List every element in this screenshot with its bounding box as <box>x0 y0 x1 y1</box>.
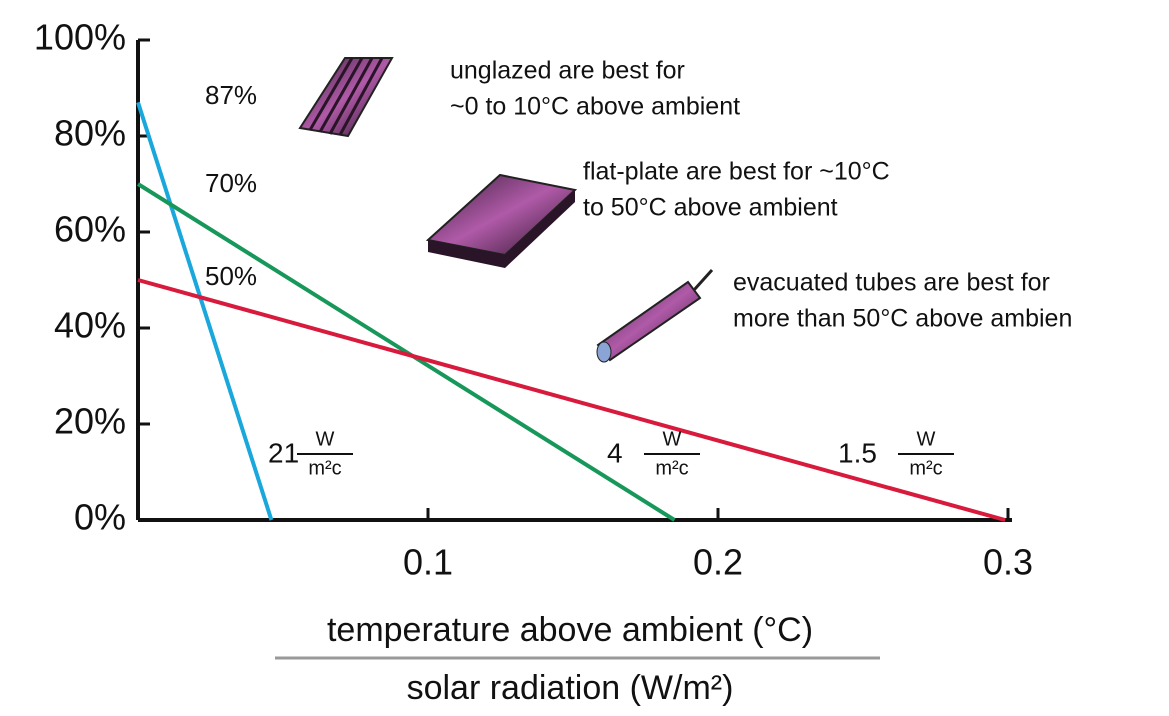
chart: temperature above ambient (°C) solar rad… <box>0 0 1169 716</box>
unglazed-icon <box>300 58 392 136</box>
y-tick-label: 40% <box>54 305 126 346</box>
note: evacuated tubes are best for <box>733 269 1050 297</box>
y-tick-label: 60% <box>54 209 126 250</box>
flat-plate-icon <box>428 175 575 268</box>
x-axis-label-denominator: solar radiation (W/m²) <box>407 669 734 707</box>
slope-unit-top: W <box>316 428 335 450</box>
x-axis-label: temperature above ambient (°C) <box>327 611 813 649</box>
x-tick-label: 0.3 <box>983 542 1033 583</box>
slope-unit-top: W <box>917 428 936 450</box>
x-tick-label: 0.2 <box>693 542 743 583</box>
note: ~0 to 10°C above ambient <box>450 93 740 121</box>
x-tick-label: 0.1 <box>403 542 453 583</box>
y-tick-label: 80% <box>54 113 126 154</box>
start-label: 70% <box>205 168 257 198</box>
y-tick-label: 100% <box>34 17 126 58</box>
note: to 50°C above ambient <box>583 194 838 222</box>
y-tick-label: 0% <box>74 497 126 538</box>
start-label: 87% <box>205 80 257 110</box>
start-label: 50% <box>205 261 257 291</box>
y-tick-label: 20% <box>54 401 126 442</box>
note: flat-plate are best for ~10°C <box>583 158 890 186</box>
slope-unit-bottom: m²c <box>308 457 341 479</box>
note: more than 50°C above ambien <box>733 305 1072 333</box>
slope-value: 4 <box>607 437 623 468</box>
note: unglazed are best for <box>450 57 685 85</box>
slope-unit-bottom: m²c <box>909 457 942 479</box>
slope-unit-bottom: m²c <box>655 457 688 479</box>
slope-value: 1.5 <box>838 437 877 468</box>
slope-unit-top: W <box>663 428 682 450</box>
evacuated-tube-icon <box>597 270 712 362</box>
slope-value: 21 <box>268 437 299 468</box>
